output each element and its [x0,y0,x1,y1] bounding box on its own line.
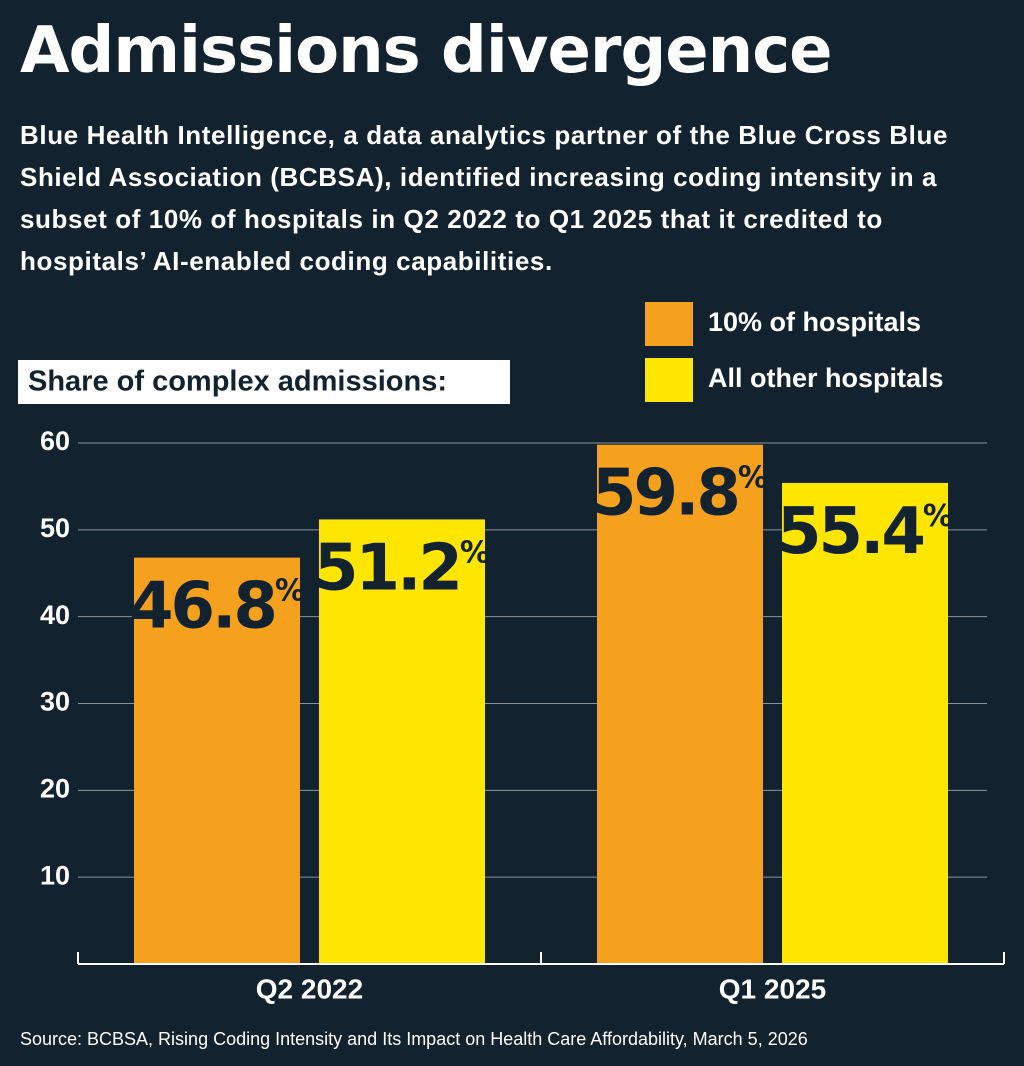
y-label-box [18,360,510,404]
source: Source: BCBSA, Rising Coding Intensity a… [20,1029,808,1049]
y-tick-label: 40 [40,600,70,630]
y-label: Share of complex admissions: [28,366,447,398]
y-tick-label: 10 [40,860,70,890]
bar [782,482,948,964]
value-label: 51.2% [314,531,490,605]
x-tick-label: Q2 2022 [256,973,363,1004]
y-tick-label: 50 [40,513,70,543]
legend-label: 10% of hospitals [708,307,921,337]
y-tick-label: 30 [40,687,70,717]
bar [597,444,763,964]
value-label: 59.8% [592,456,768,530]
x-tick-label: Q1 2025 [719,973,826,1004]
value-label: 55.4% [777,495,953,569]
bar [319,519,485,964]
legend-label: All other hospitals [708,363,944,393]
bar [134,557,300,964]
legend-swatch [645,358,693,402]
legend-swatch [645,302,693,346]
chart-title: Admissions divergence [20,14,833,88]
value-label: 46.8% [129,569,305,643]
y-tick-label: 20 [40,773,70,803]
chart-subtitle: Blue Health Intelligence, a data analyti… [20,120,949,276]
y-tick-label: 60 [40,426,70,456]
